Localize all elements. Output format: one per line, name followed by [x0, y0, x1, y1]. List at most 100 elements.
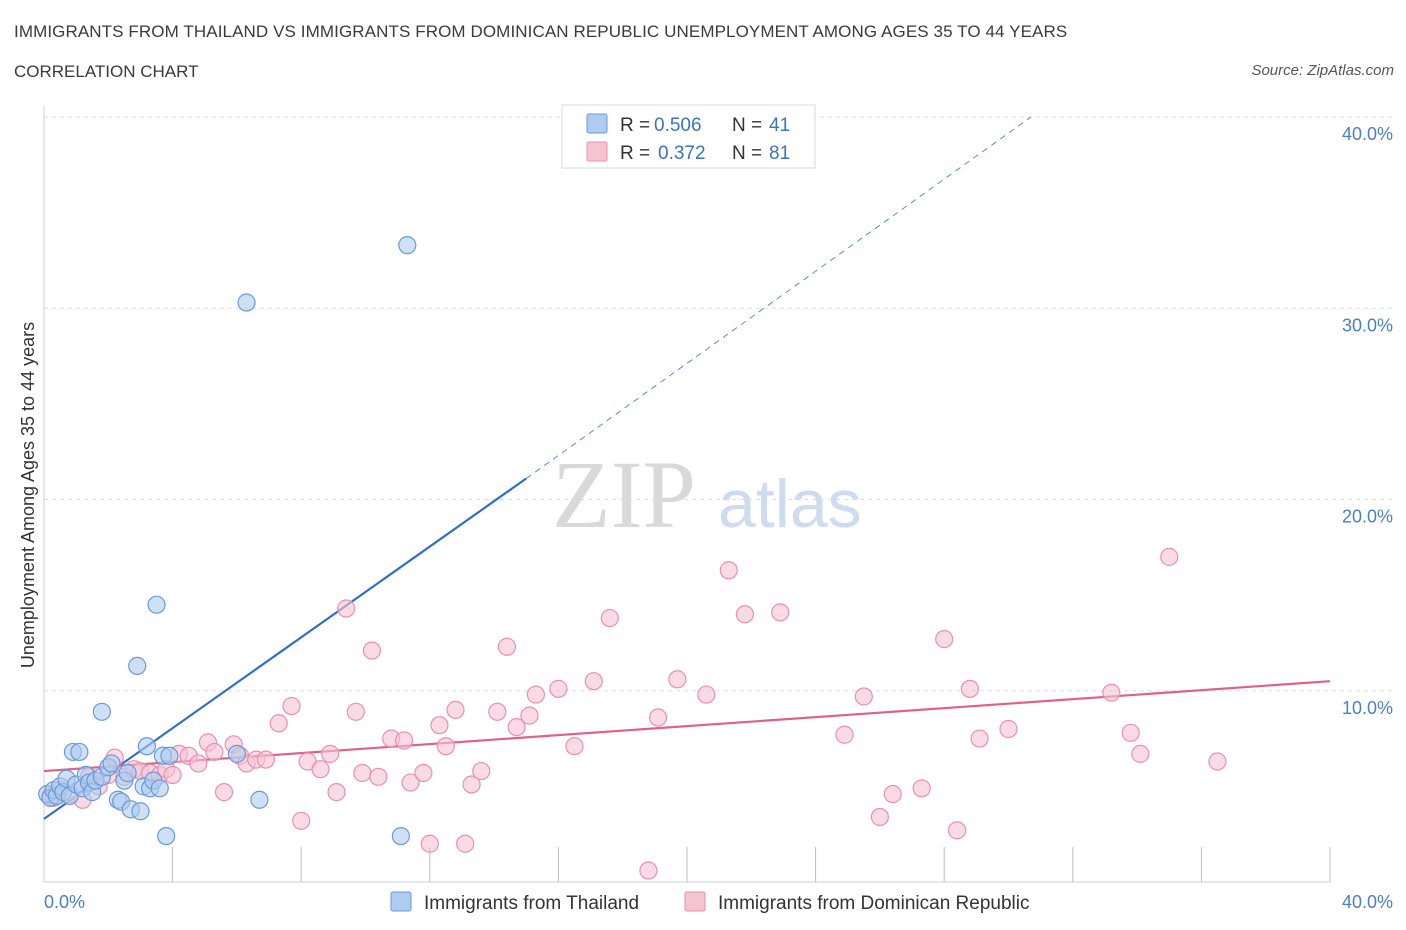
- point-dominican-58: [600, 608, 619, 628]
- point-dominican-29: [292, 811, 311, 830]
- point-dominican-62: [697, 685, 716, 704]
- point-thailand-18: [92, 702, 111, 721]
- point-dominican-34: [337, 599, 356, 618]
- point-dominican-64: [735, 605, 754, 624]
- point-dominican-15: [163, 765, 182, 785]
- point-dominican-20: [205, 742, 224, 762]
- point-dominican-43: [420, 834, 439, 853]
- point-dominican-35: [346, 702, 365, 721]
- point-dominican-55: [549, 679, 568, 698]
- point-dominican-27: [269, 714, 288, 733]
- point-dominican-45: [436, 737, 455, 756]
- point-dominican-63: [719, 561, 738, 580]
- point-dominican-70: [912, 779, 931, 798]
- legend-r-value-dominican: 0.372: [658, 143, 706, 164]
- point-dominican-68: [870, 807, 890, 827]
- legend-swatch-thailand: [586, 113, 608, 134]
- point-dominican-26: [256, 750, 275, 769]
- point-thailand-29: [137, 737, 156, 756]
- source-credit: Source: ZipAtlas.com: [1251, 62, 1394, 79]
- series-legend: Immigrants from Thailand Immigrants from…: [390, 891, 1030, 914]
- trendline-thailand-extension: [525, 116, 1032, 479]
- point-thailand-27: [131, 802, 150, 821]
- correlation-legend: R = 0.506 N = 41 R = 0.372 N = 81: [561, 104, 816, 169]
- point-dominican-42: [414, 763, 433, 783]
- point-dominican-56: [565, 737, 584, 756]
- point-thailand-20: [102, 754, 121, 773]
- point-dominican-36: [353, 763, 372, 783]
- legend-n-value-dominican: 81: [769, 143, 790, 164]
- x-tick-label-max: 40.0%: [1342, 892, 1393, 912]
- point-dominican-71: [935, 630, 954, 649]
- point-thailand-40: [398, 236, 417, 255]
- point-dominican-54: [526, 685, 545, 704]
- watermark-atlas: atlas: [718, 466, 862, 542]
- points-layer: [38, 236, 1227, 880]
- watermark: ZIP atlas: [552, 441, 862, 548]
- y-tick-label-3: 30.0%: [1342, 315, 1393, 335]
- grid-layer: [44, 116, 1393, 692]
- legend-r-value-thailand: 0.506: [654, 115, 702, 136]
- point-thailand-37: [227, 744, 246, 763]
- point-thailand-32: [147, 595, 166, 614]
- point-dominican-46: [446, 700, 465, 719]
- point-dominican-72: [947, 821, 967, 840]
- y-tick-label-4: 40.0%: [1342, 124, 1393, 144]
- point-dominican-80: [1208, 752, 1227, 771]
- point-dominican-60: [648, 708, 668, 727]
- point-dominican-73: [960, 679, 980, 698]
- legend-r-label-dominican: R =: [620, 143, 650, 164]
- point-dominican-21: [214, 783, 234, 802]
- point-dominican-48: [462, 775, 481, 794]
- trendline-thailand: [43, 477, 527, 820]
- point-dominican-61: [668, 670, 687, 689]
- point-dominican-32: [321, 744, 340, 763]
- point-dominican-38: [369, 767, 388, 786]
- point-dominican-40: [394, 731, 414, 750]
- point-dominican-77: [1121, 723, 1140, 742]
- point-thailand-33: [150, 779, 169, 798]
- x-tick-label-min: 0.0%: [44, 892, 85, 912]
- point-dominican-31: [311, 760, 330, 779]
- point-dominican-75: [999, 719, 1018, 739]
- point-dominican-53: [520, 706, 539, 725]
- point-dominican-44: [430, 716, 449, 735]
- y-tick-label-2: 20.0%: [1342, 507, 1393, 527]
- point-thailand-26: [128, 656, 147, 675]
- watermark-zip: ZIP: [552, 441, 696, 548]
- point-dominican-57: [584, 672, 603, 691]
- bottom-legend-label-thailand: Immigrants from Thailand: [424, 893, 639, 914]
- legend-swatch-dominican: [586, 141, 608, 162]
- bottom-legend-swatch-dominican: [684, 891, 706, 912]
- chart-subtitle: CORRELATION CHART: [14, 62, 199, 81]
- point-thailand-38: [237, 293, 256, 312]
- point-thailand-35: [157, 826, 176, 846]
- point-dominican-79: [1160, 547, 1179, 566]
- legend-n-value-thailand: 41: [769, 115, 790, 136]
- y-tick-label-1: 10.0%: [1342, 698, 1393, 718]
- point-dominican-49: [472, 761, 491, 781]
- point-dominican-50: [488, 702, 507, 721]
- bottom-legend-label-dominican: Immigrants from Dominican Republic: [718, 893, 1030, 914]
- point-dominican-33: [327, 783, 346, 802]
- point-dominican-76: [1102, 683, 1121, 702]
- point-dominican-74: [970, 729, 989, 748]
- point-dominican-65: [771, 603, 790, 622]
- axes-layer: [43, 105, 1331, 883]
- legend-n-label-dominican: N =: [732, 143, 762, 164]
- bottom-legend-swatch-thailand: [390, 891, 412, 912]
- point-dominican-78: [1131, 744, 1150, 763]
- y-tick-labels: 10.0% 20.0% 30.0% 40.0%: [1342, 124, 1393, 718]
- point-dominican-59: [639, 861, 658, 880]
- point-dominican-28: [282, 696, 301, 716]
- point-thailand-11: [70, 742, 89, 762]
- legend-r-label-thailand: R =: [620, 115, 650, 136]
- point-dominican-67: [854, 687, 873, 706]
- y-axis-title: Unemployment Among Ages 35 to 44 years: [18, 322, 38, 668]
- point-dominican-66: [835, 725, 854, 744]
- point-dominican-18: [189, 754, 208, 773]
- point-dominican-69: [883, 784, 902, 804]
- point-thailand-41: [391, 826, 410, 846]
- point-thailand-39: [250, 790, 269, 809]
